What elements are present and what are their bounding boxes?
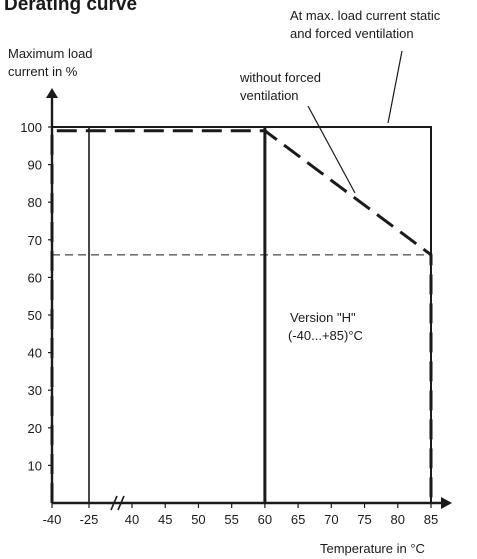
y-tick-label: 60	[28, 270, 42, 285]
y-axis-label-line-1: Maximum load	[8, 46, 93, 61]
x-tick-label: 65	[291, 512, 305, 527]
x-tick-label: 75	[357, 512, 371, 527]
y-tick-label: 90	[28, 158, 42, 173]
x-tick-label: -25	[80, 512, 99, 527]
without-forced-annotation-line-1: without forced	[239, 70, 321, 85]
without-forced-annotation-line-2: ventilation	[240, 88, 299, 103]
y-tick-label: 10	[28, 458, 42, 473]
x-tick-label: 80	[391, 512, 405, 527]
y-tick-label: 80	[28, 195, 42, 210]
x-tick-label: 45	[158, 512, 172, 527]
y-axis-arrow	[46, 88, 58, 98]
version-annotation-line-2: (-40...+85)°C	[288, 328, 363, 343]
x-axis-break-mark	[110, 495, 118, 511]
y-axis-label-line-2: current in %	[8, 64, 78, 79]
series-without-forced-ventilation	[50, 129, 433, 503]
x-axis-break-mark	[117, 495, 125, 511]
forced-annotation-leader	[387, 50, 403, 124]
without-annotation-leader	[307, 105, 356, 194]
chart-marks: 10 20 30 40 50 60 70 80 90 100 -40 -25 40 45 50 55 60 65 7…	[20, 50, 452, 527]
x-tick-label: 40	[125, 512, 139, 527]
version-annotation-line-1: Version "H"	[290, 310, 356, 325]
x-tick-label: 60	[258, 512, 272, 527]
y-tick-label: 30	[28, 383, 42, 398]
forced-ventilation-annotation-line-2: and forced ventilation	[290, 26, 414, 41]
x-axis-arrow	[441, 497, 452, 509]
x-tick-label: 50	[191, 512, 205, 527]
y-tick-label: 70	[28, 233, 42, 248]
x-axis-label: Temperature in °C	[320, 541, 425, 556]
y-tick-label: 20	[28, 421, 42, 436]
chart-title: Derating curve	[4, 0, 137, 15]
x-tick-label: 55	[224, 512, 238, 527]
series-static-forced-ventilation	[51, 126, 432, 503]
y-tick-label: 100	[20, 120, 42, 135]
y-tick-label: 40	[28, 346, 42, 361]
x-tick-label: 70	[324, 512, 338, 527]
x-tick-label: 85	[424, 512, 438, 527]
x-tick-label: -40	[43, 512, 62, 527]
y-tick-label: 50	[28, 308, 42, 323]
forced-ventilation-annotation-line-1: At max. load current static	[290, 8, 441, 23]
